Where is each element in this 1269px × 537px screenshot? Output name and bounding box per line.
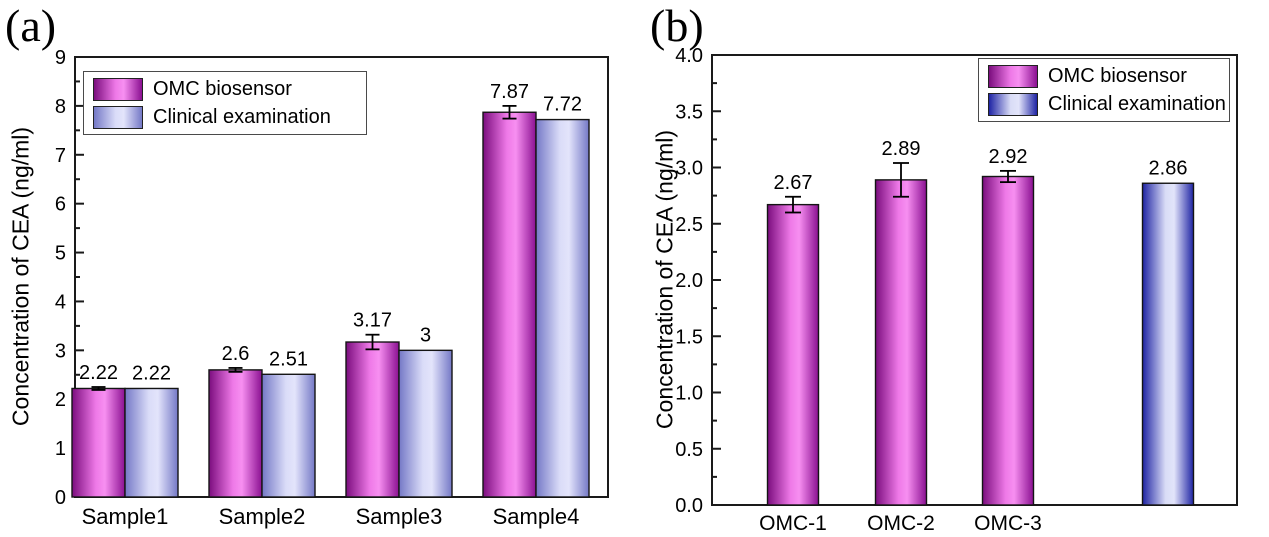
value-label: 2.22 [79,362,118,384]
panel-a: 0 1 2 3 4 5 6 7 8 9 2.22 2.6 3.17 7.87 2.22 2.51 3 7.72 Sa… [5,0,609,529]
y-tick-label: 8 [55,96,66,118]
y-tick-label: 6 [55,194,66,216]
bar [124,387,179,498]
error-bar [785,195,801,214]
panel-a-label: (a) [5,0,57,51]
error-bar [365,333,380,351]
x-category-label: Sample1 [82,504,169,529]
clinical-examination-swatch [988,92,1038,116]
y-tick-label: 3 [55,340,66,362]
y-tick-label: 4.0 [675,45,703,67]
panel-a-chart: 0 1 2 3 4 5 6 7 8 9 2.22 2.6 3.17 7.87 2.22 2.51 3 7.72 Sa… [55,47,609,529]
y-tick-label: 1 [55,438,66,460]
y-tick-label: 7 [55,145,66,167]
y-tick-label: 2.5 [675,214,703,236]
omc-biosensor-swatch [988,64,1038,88]
panel-b: 0.0 0.5 1.0 1.5 2.0 2.5 3.0 3.5 4.0 2.67 2.89 2.92 2… [640,0,1269,537]
value-label: 2.89 [882,138,921,160]
panel-b-y-axis-title: Concentration of CEA (ng/ml) [651,129,678,430]
x-category-label: Sample2 [219,504,306,529]
x-category-label: OMC-1 [759,512,827,535]
bar [766,203,820,506]
clinical-examination-swatch [93,105,143,129]
y-tick-label: 3.5 [675,101,703,123]
y-tick-label: 4 [55,291,66,313]
x-category-label: Sample3 [356,504,443,529]
y-tick-label: 3.0 [675,158,703,180]
legend-label-clinical-examination: Clinical examination [153,105,331,128]
bar [71,387,126,498]
legend-label-omc-biosensor: OMC biosensor [153,77,292,100]
bar [398,349,453,498]
plot-frame [74,56,609,498]
legend-item-clinical-examination: Clinical examination [988,92,1229,116]
x-category-label: OMC-2 [867,512,935,535]
value-label: 2.22 [132,362,171,384]
panel-a-y-axis-title: Concentration of CEA (ng/ml) [7,126,34,427]
value-label: 7.72 [543,94,582,116]
value-label: 2.6 [222,343,250,365]
y-tick-label: 9 [55,47,66,69]
bar [208,369,263,498]
panel-a-legend: OMC biosensor Clinical examination [83,71,367,135]
value-label: 2.67 [774,172,813,194]
y-axis-ticks [712,82,721,478]
error-bar [1000,169,1016,184]
value-label: 2.51 [269,348,308,370]
error-bar [228,367,243,373]
bar [345,341,400,498]
value-label: 2.86 [1149,157,1188,179]
plot-frame [711,54,1238,506]
panel-b-label: (b) [650,0,704,51]
legend-item-clinical-examination: Clinical examination [93,105,366,129]
value-label: 3 [420,324,431,346]
y-tick-label: 0.5 [675,439,703,461]
y-tick-label: 0 [55,487,66,509]
y-tick-label: 1.5 [675,326,703,348]
bar [482,111,537,498]
error-bar [893,162,909,198]
y-tick-label: 2 [55,389,66,411]
y-tick-label: 2.0 [675,270,703,292]
x-category-label: OMC-3 [974,512,1042,535]
panel-b-chart: 0.0 0.5 1.0 1.5 2.0 2.5 3.0 3.5 4.0 2.67 2.89 2.92 2… [675,45,1238,535]
value-label: 3.17 [353,310,392,332]
bar [981,175,1035,506]
y-tick-label: 1.0 [675,383,703,405]
bar [261,373,316,498]
x-category-label: Sample4 [493,504,580,529]
value-label: 2.92 [989,146,1028,168]
bar [1141,182,1195,506]
legend-label-clinical-examination: Clinical examination [1048,92,1226,115]
error-bar [91,386,106,391]
value-label: 7.87 [490,81,529,103]
panel-b-legend: OMC biosensor Clinical examination [978,58,1230,122]
y-tick-label: 0.0 [675,495,703,517]
error-bar [502,104,517,120]
bar [874,179,928,506]
legend-item-omc-biosensor: OMC biosensor [93,77,366,101]
legend-item-omc-biosensor: OMC biosensor [988,64,1229,88]
bar [535,118,590,498]
legend-label-omc-biosensor: OMC biosensor [1048,64,1187,87]
omc-biosensor-swatch [93,77,143,101]
y-tick-label: 5 [55,243,66,265]
